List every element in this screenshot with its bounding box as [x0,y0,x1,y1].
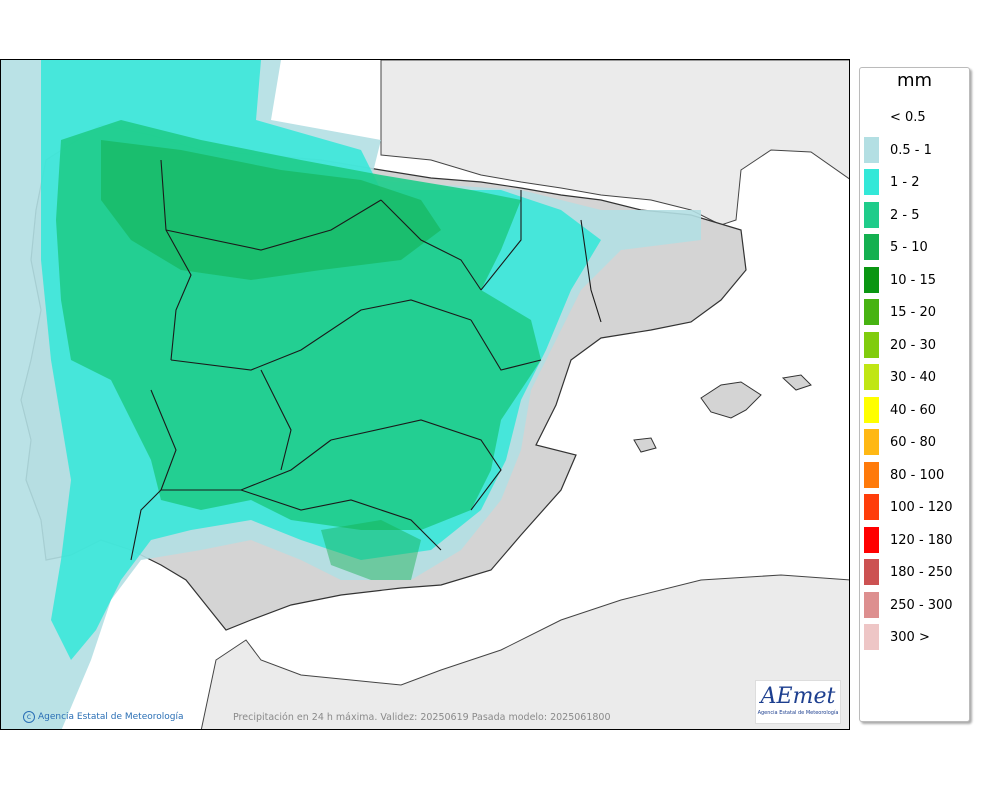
legend-swatch [864,429,879,455]
africa-land [200,574,849,729]
legend-label: 15 - 20 [890,305,937,320]
legend-item: 30 - 40 [864,364,968,392]
legend-label: 5 - 10 [890,240,928,255]
precip-5-10 [101,140,441,280]
legend-swatch [864,526,879,553]
legend-label: 20 - 30 [890,337,937,353]
legend-swatch [864,299,879,325]
legend-item: 5 - 10 [864,234,968,262]
legend-label: 0.5 - 1 [890,142,932,158]
legend-label: 120 - 180 [890,532,953,548]
aemet-logo: AEmet Agencia Estatal de Meteorología [755,680,841,724]
legend-label: 10 - 15 [890,272,937,288]
precipitation-legend: mm < 0.5 0.5 - 1 1 - 2 2 - 5 5 - 10 10 - 15 15… [859,67,970,722]
legend-item: 100 - 120 [864,494,968,522]
legend-item: 80 - 100 [864,461,968,490]
legend-swatch [864,591,879,618]
legend-label: 300 > [890,630,930,645]
legend-item: 40 - 60 [864,396,968,425]
legend-swatch [864,234,879,260]
legend-label: 1 - 2 [890,175,920,190]
legend-label: 100 - 120 [890,500,953,515]
legend-label: 40 - 60 [890,402,937,418]
legend-item: 120 - 180 [864,526,968,555]
legend-swatch [864,494,879,520]
map-canvas [1,60,849,729]
legend-label: 2 - 5 [890,207,920,223]
precipitation-map: c Agencia Estatal de Meteorología Precipi… [0,59,850,730]
aemet-logo-subtext: Agencia Estatal de Meteorología [757,710,839,716]
legend-item: 60 - 80 [864,429,968,457]
map-caption: Precipitación en 24 h máxima. Validez: 2… [233,712,611,723]
precip-5-10-south [321,520,421,580]
legend-swatch [864,104,879,130]
legend-label: 180 - 250 [890,565,953,580]
legend-label: < 0.5 [890,110,926,125]
copyright-text: Agencia Estatal de Meteorología [38,712,184,722]
legend-swatch [864,201,879,228]
legend-label: 80 - 100 [890,467,945,483]
legend-swatch [864,461,879,488]
legend-label: 250 - 300 [890,597,953,613]
legend-swatch [864,136,879,163]
legend-item: 180 - 250 [864,559,968,587]
balearic-islands [633,374,812,453]
legend-item: 10 - 15 [864,266,968,295]
legend-swatch [864,396,879,423]
legend-swatch [864,331,879,358]
copyright-icon: c [23,711,35,723]
legend-swatch [864,266,879,293]
copyright-notice: c Agencia Estatal de Meteorología [23,711,184,723]
legend-item: 1 - 2 [864,169,968,197]
legend-item: 2 - 5 [864,201,968,230]
regional-borders [130,159,602,561]
legend-item: 0.5 - 1 [864,136,968,165]
legend-item: 20 - 30 [864,331,968,360]
legend-swatch [864,364,879,390]
legend-label: 30 - 40 [890,370,937,385]
legend-swatch [864,169,879,195]
legend-label: 60 - 80 [890,435,937,450]
legend-title: mm [896,70,933,91]
legend-item: 300 > [864,624,968,652]
legend-swatch [864,559,879,585]
legend-swatch [864,624,879,650]
legend-item: 15 - 20 [864,299,968,327]
legend-item: 250 - 300 [864,591,968,620]
legend-item: < 0.5 [864,104,968,132]
aemet-logo-mark: AEmet [760,684,836,709]
